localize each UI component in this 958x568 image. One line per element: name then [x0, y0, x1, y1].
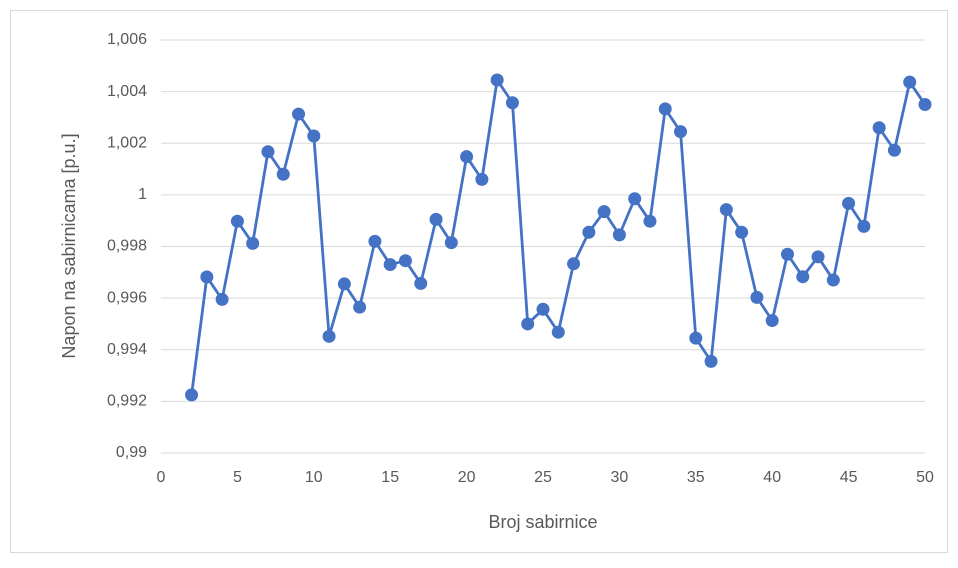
data-point — [735, 225, 749, 239]
data-point — [475, 172, 489, 186]
data-point — [414, 276, 428, 290]
x-tick-label: 25 — [534, 469, 552, 486]
data-point — [322, 329, 336, 343]
data-point — [307, 129, 321, 143]
data-point — [261, 145, 275, 159]
data-point — [368, 234, 382, 248]
y-tick-label: 1,002 — [107, 134, 147, 151]
data-point — [200, 270, 214, 284]
data-point — [842, 196, 856, 210]
data-point — [597, 205, 611, 219]
data-point — [796, 270, 810, 284]
x-tick-label: 45 — [840, 469, 858, 486]
x-tick-label: 40 — [763, 469, 781, 486]
data-point — [719, 203, 733, 217]
data-point — [612, 228, 626, 242]
data-point — [292, 107, 306, 121]
data-point — [230, 214, 244, 228]
x-tick-label: 30 — [611, 469, 629, 486]
data-point — [765, 314, 779, 328]
data-point — [643, 214, 657, 228]
data-point — [353, 300, 367, 314]
x-tick-label: 50 — [916, 469, 934, 486]
data-point — [460, 150, 474, 164]
data-point — [383, 258, 397, 272]
y-tick-label: 1 — [138, 186, 147, 203]
x-tick-label: 15 — [381, 469, 399, 486]
y-tick-label: 0,996 — [107, 289, 147, 306]
x-axis-title: Broj sabirnice — [488, 512, 597, 532]
x-tick-label: 5 — [233, 469, 242, 486]
y-axis-title: Napon na sabirnicama [p.u.] — [59, 133, 79, 358]
data-point — [582, 225, 596, 239]
data-point — [536, 302, 550, 316]
chart-frame — [10, 10, 948, 553]
data-point — [826, 273, 840, 287]
data-point — [276, 167, 290, 181]
data-point — [551, 325, 565, 339]
data-point — [857, 219, 871, 233]
data-point — [674, 125, 688, 139]
data-point — [521, 317, 535, 331]
data-point — [658, 102, 672, 116]
data-point — [811, 250, 825, 264]
data-point — [704, 354, 718, 368]
data-point — [918, 98, 932, 112]
data-point — [567, 257, 581, 271]
y-tick-label: 1,006 — [107, 31, 147, 48]
data-point — [215, 292, 229, 306]
data-point — [887, 143, 901, 157]
data-point — [505, 96, 519, 110]
data-point — [750, 290, 764, 304]
y-tick-label: 0,998 — [107, 238, 147, 255]
data-point — [903, 75, 917, 89]
x-tick-label: 0 — [157, 469, 166, 486]
x-tick-label: 35 — [687, 469, 705, 486]
y-tick-label: 0,992 — [107, 393, 147, 410]
data-point — [444, 236, 458, 250]
data-point — [490, 73, 504, 87]
data-point — [628, 192, 642, 206]
data-point — [337, 277, 351, 291]
data-point — [185, 388, 199, 402]
data-point — [398, 254, 412, 268]
data-point — [780, 247, 794, 261]
data-point — [429, 212, 443, 226]
data-point — [872, 121, 886, 135]
data-point — [246, 236, 260, 250]
y-tick-label: 0,99 — [116, 444, 147, 461]
x-tick-label: 10 — [305, 469, 323, 486]
x-tick-label: 20 — [458, 469, 476, 486]
y-tick-label: 0,994 — [107, 341, 147, 358]
y-tick-label: 1,004 — [107, 83, 147, 100]
data-point — [689, 331, 703, 345]
